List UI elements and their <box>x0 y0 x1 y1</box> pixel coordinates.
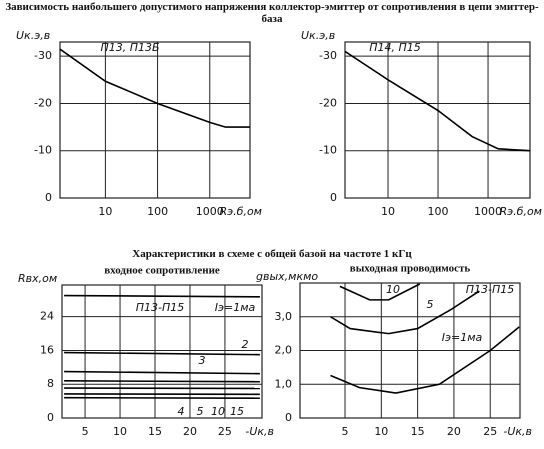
curve-label: 10 <box>386 283 400 296</box>
x-tick-label: 10 <box>381 205 395 218</box>
y-tick-label: 2,0 <box>275 344 293 357</box>
x-tick-label: 100 <box>428 205 449 218</box>
chart-title: входное сопротивление <box>104 265 220 277</box>
x-tick-label: 1000 <box>196 205 224 218</box>
curve <box>330 290 480 335</box>
x-tick-label: 1000 <box>474 205 502 218</box>
annotation: П13-П15 <box>466 283 515 296</box>
y-axis-label: Rвх,ом <box>18 272 57 285</box>
y-tick-label: 1,0 <box>275 377 293 390</box>
y-tick-label: 16 <box>40 343 54 356</box>
x-tick-label: 10 <box>374 425 388 438</box>
y-tick-label: 3,0 <box>275 310 293 323</box>
curve <box>64 351 260 356</box>
curve-label: 5 <box>427 298 434 311</box>
x-axis-label: -Uк,в <box>245 425 274 438</box>
y-tick-label: -20 <box>34 96 52 109</box>
y-axis-label: Uк.э,в <box>301 29 335 42</box>
x-tick-label: 15 <box>411 425 425 438</box>
y-tick-label: 24 <box>40 310 54 323</box>
x-tick-label: 15 <box>148 425 162 438</box>
y-tick-label: -30 <box>319 49 337 62</box>
y-tick-label: 0 <box>45 191 52 204</box>
plot-frame <box>59 41 251 199</box>
y-tick-label: -30 <box>34 49 52 62</box>
curve-label: 10 <box>211 405 225 418</box>
x-axis-label: Rэ.б,ом <box>220 205 263 218</box>
heading: Характеристики в схеме с общей базой на … <box>132 248 412 260</box>
x-tick-label: 20 <box>447 425 461 438</box>
curve <box>64 294 260 298</box>
x-tick-label: 100 <box>147 205 168 218</box>
annotation: П13-П15 <box>136 301 185 314</box>
y-tick-label: -10 <box>34 144 52 157</box>
curve <box>60 48 250 128</box>
curve <box>64 380 260 383</box>
curve <box>64 370 260 375</box>
curve-label: 15 <box>230 405 244 418</box>
heading: Зависимость наибольшего допустимого напр… <box>5 1 539 25</box>
chart-title: выходная проводимость <box>350 263 471 275</box>
x-tick-label: 25 <box>218 425 232 438</box>
plot-frame <box>344 41 531 199</box>
annotation: П13, П13Б <box>100 41 159 54</box>
x-tick-label: 5 <box>342 425 349 438</box>
y-tick-label: 0 <box>47 411 54 424</box>
curve <box>330 326 520 394</box>
y-tick-label: 0 <box>285 411 292 424</box>
curve-label: 3 <box>199 354 206 367</box>
curve-label: 5 <box>197 405 204 418</box>
x-tick-label: 25 <box>483 425 497 438</box>
x-tick-label: 10 <box>113 425 127 438</box>
curve <box>339 283 421 301</box>
curve-label: Iэ=1ма <box>215 301 256 314</box>
x-axis-label: Rэ.б,ом <box>500 205 543 218</box>
x-tick-label: 5 <box>82 425 89 438</box>
x-tick-label: 20 <box>183 425 197 438</box>
y-tick-label: -10 <box>319 144 337 157</box>
x-axis-label: -Uк,в <box>503 425 532 438</box>
curve-label: 2 <box>242 338 249 351</box>
curve-label: Iэ=1ма <box>442 331 483 344</box>
x-tick-label: 10 <box>98 205 112 218</box>
curve-label: 4 <box>178 405 185 418</box>
curve <box>345 50 530 152</box>
y-axis-label: Uк.э,в <box>16 29 50 42</box>
y-tick-label: 8 <box>47 377 54 390</box>
y-tick-label: -20 <box>319 96 337 109</box>
y-tick-label: 0 <box>330 191 337 204</box>
y-axis-label: gвых,мкмо <box>256 270 318 283</box>
annotation: П14, П15 <box>369 41 421 54</box>
